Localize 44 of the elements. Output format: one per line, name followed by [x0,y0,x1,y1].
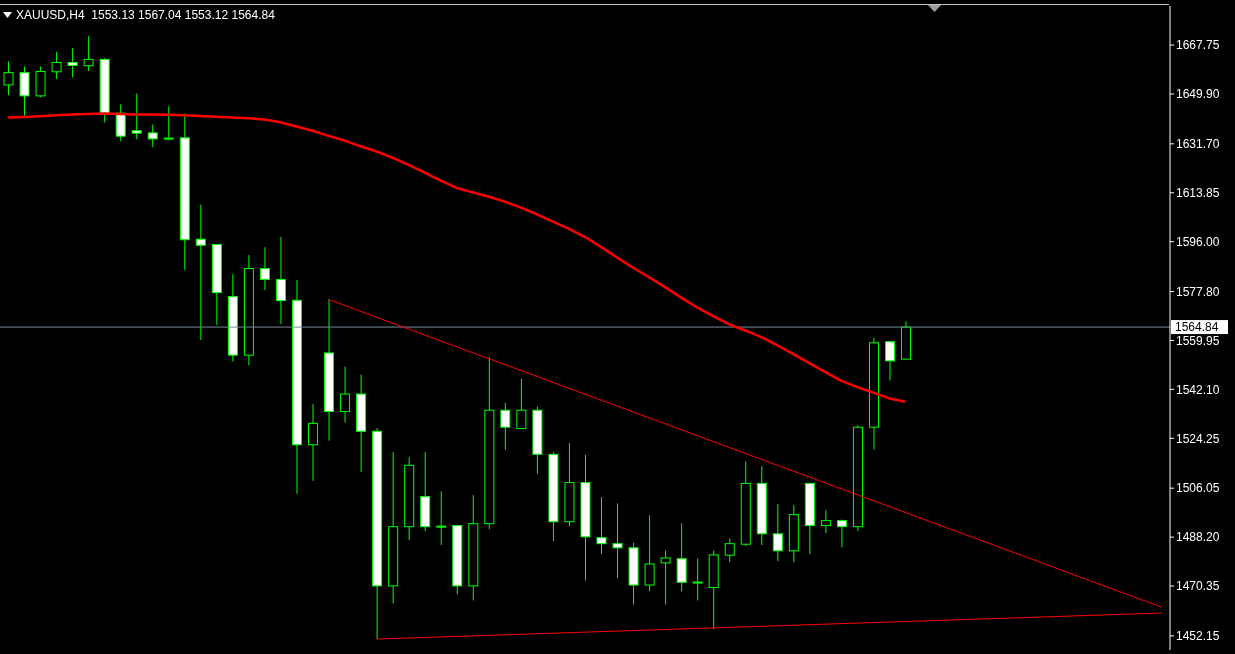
candlestick [67,47,78,78]
y-tick-label: 1488.20 [1176,530,1220,545]
candlestick [516,378,527,430]
candlestick [724,537,735,563]
candlestick [820,509,831,534]
y-tick-label: 1559.95 [1176,333,1220,348]
candlestick [676,522,687,592]
y-tick-label: 1506.05 [1176,481,1220,496]
candlestick [612,502,623,579]
candlestick [275,236,286,325]
y-tick-label: 1577.80 [1176,284,1220,299]
y-tick-label: 1542.10 [1176,382,1220,397]
candlestick [51,51,62,80]
y-tick-label: 1649.90 [1176,87,1220,102]
candlestick [147,123,158,148]
candlestick [3,60,14,96]
y-tick-label: 1524.25 [1176,431,1220,446]
candlestick [308,403,319,482]
y-tick-label: 1452.15 [1176,629,1220,644]
ref-line-label: 1564.84 [1175,320,1219,335]
candlestick [660,550,671,606]
candlestick [885,340,896,381]
candlestick [436,490,447,546]
candlestick [259,246,270,291]
candlestick [596,496,607,555]
y-tick-label: 1631.70 [1176,137,1220,152]
candlestick [772,503,783,562]
candlestick [163,105,174,141]
chart-title: XAUUSD,H4 1553.13 1567.04 1553.12 1564.84 [16,8,275,22]
candlestick [500,402,511,451]
candlestick [83,35,94,72]
candlestick [644,514,655,592]
candlestick [692,557,703,601]
candlestick [131,92,142,140]
y-tick-label: 1667.75 [1176,38,1220,53]
y-tick-label: 1470.35 [1176,579,1220,594]
y-tick-label: 1596.00 [1176,234,1220,249]
line-series [6,112,907,403]
candlestick [340,366,351,424]
candlestick [115,103,126,142]
candlestick [19,66,30,117]
y-tick-label: 1613.85 [1176,186,1220,201]
candlestick [836,519,847,548]
candlestick [195,204,206,341]
